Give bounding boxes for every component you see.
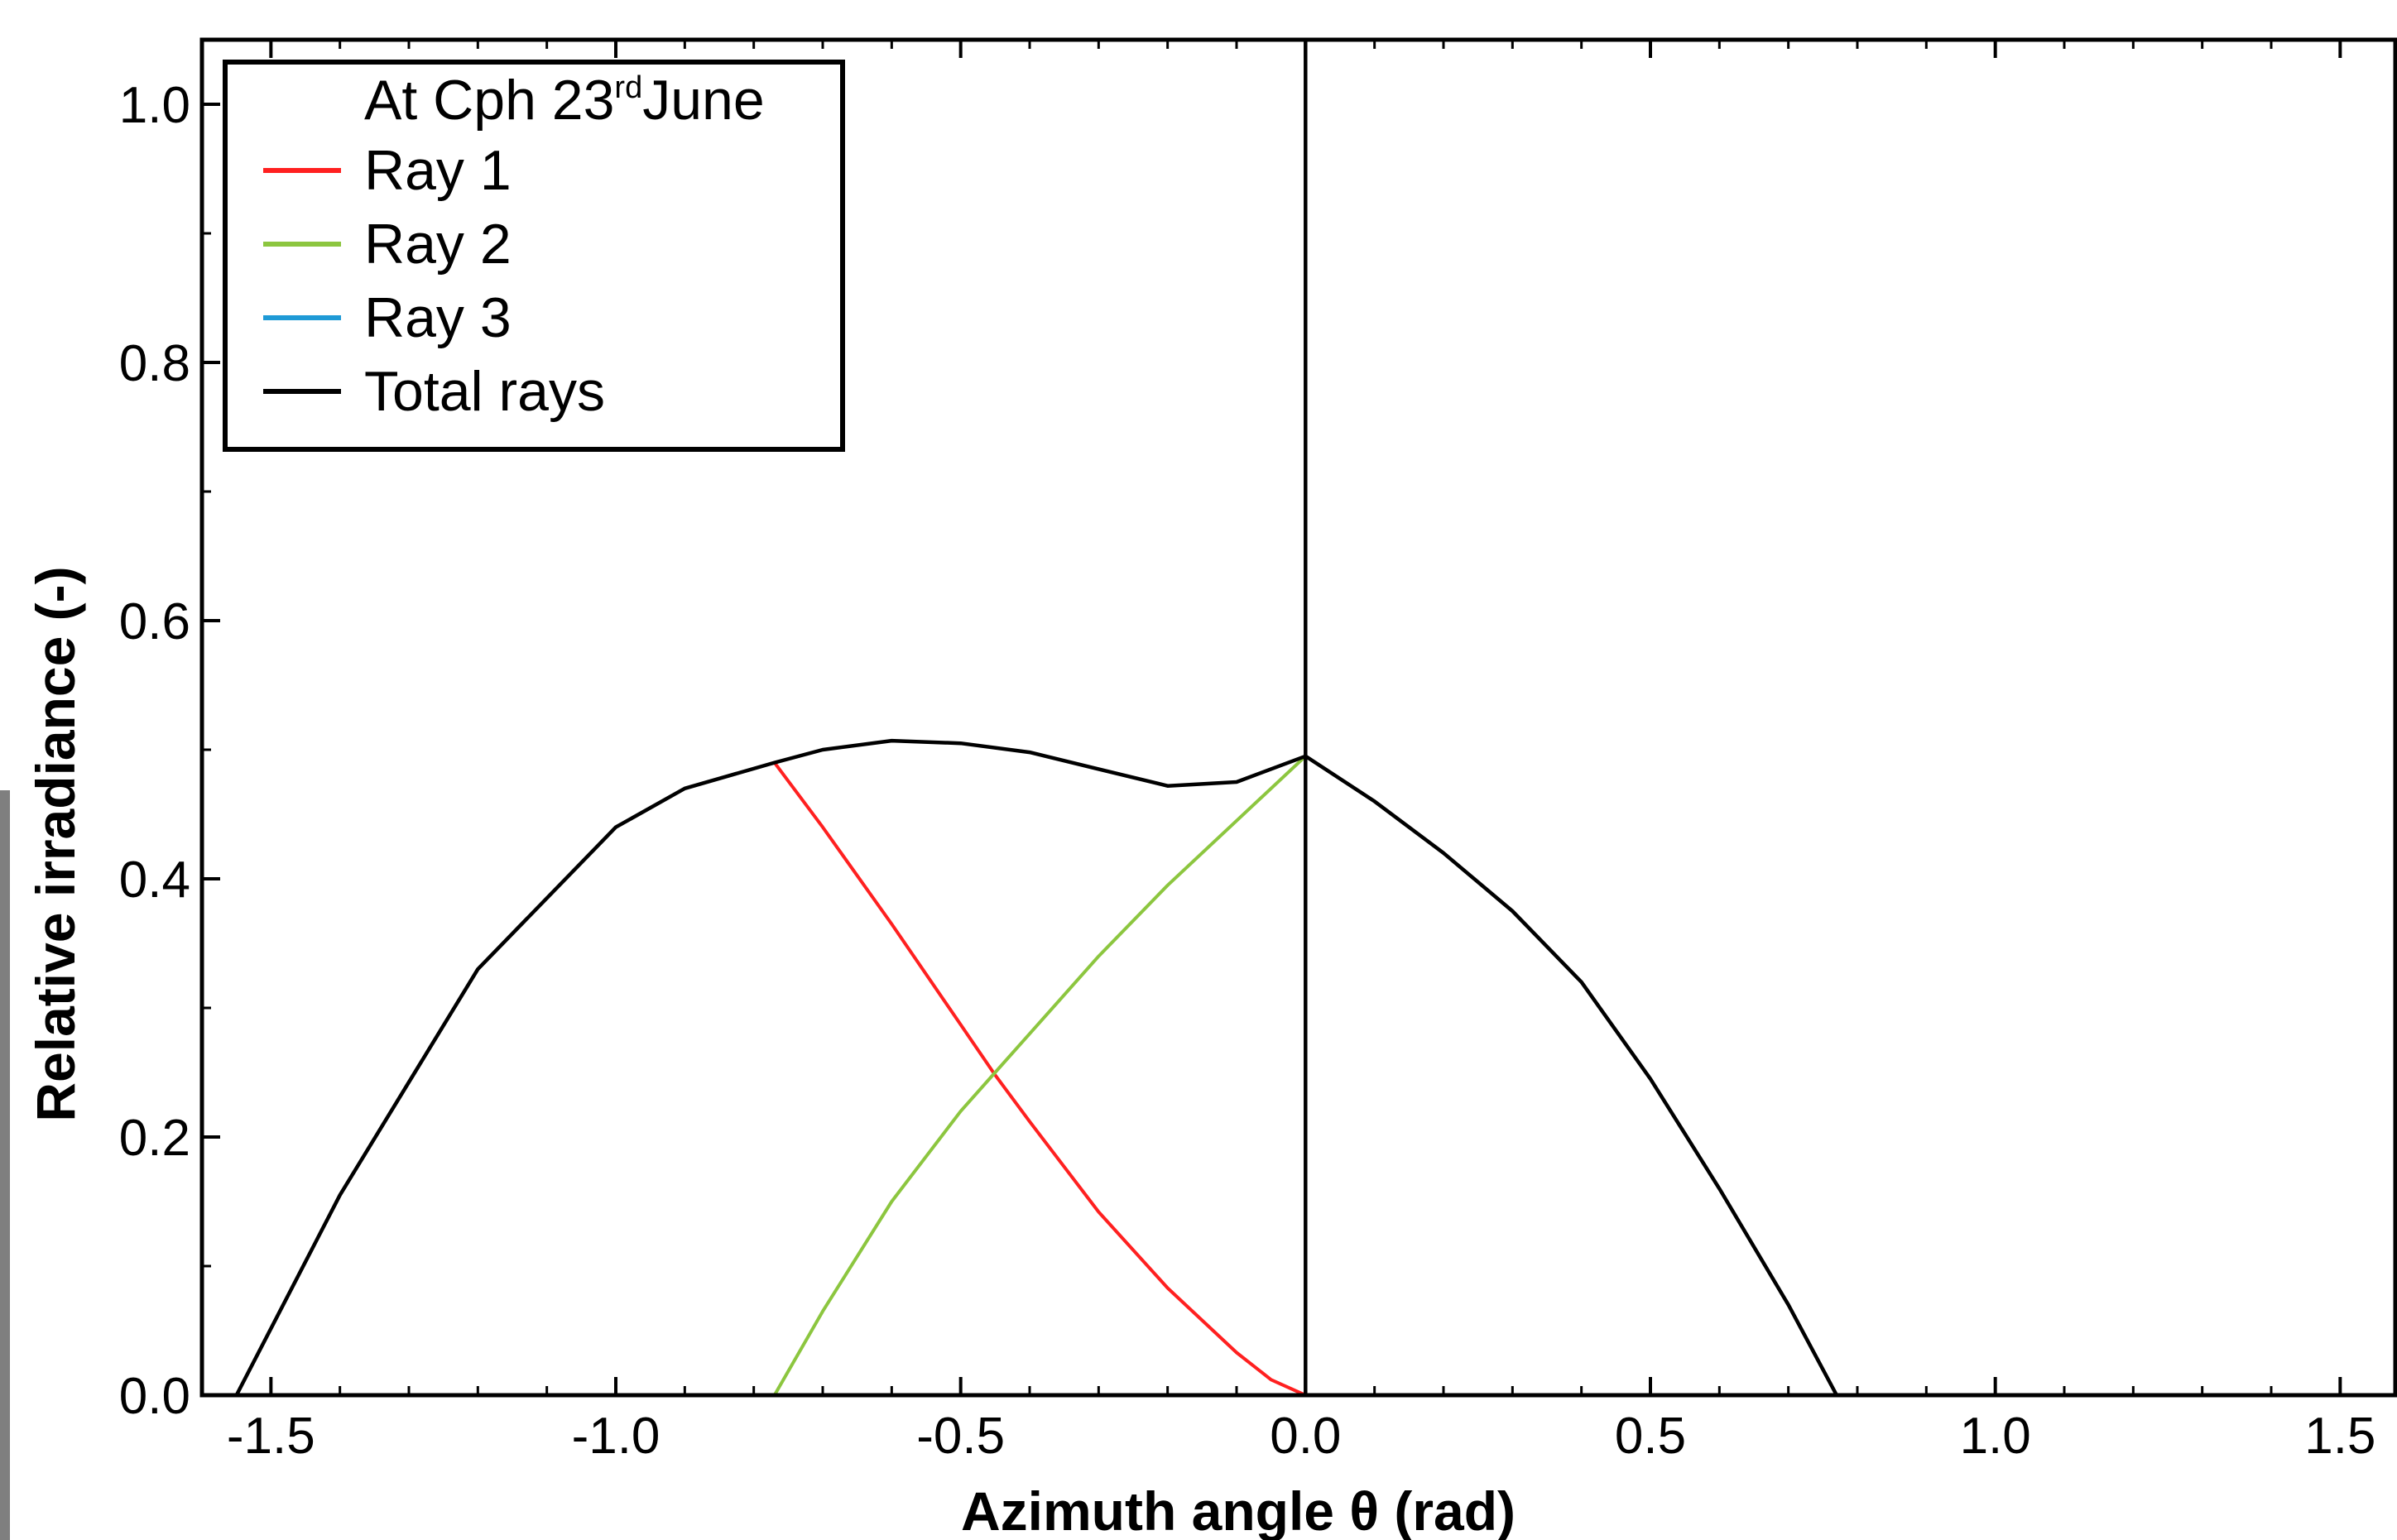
- ticks-layer: [200, 40, 2342, 1397]
- x-tick-label: -0.5: [916, 1408, 1005, 1465]
- x-tick-label: 1.5: [2304, 1408, 2375, 1465]
- y-tick-label: 0.8: [119, 335, 190, 392]
- x-axis-title: Azimuth angle θ (rad): [961, 1480, 1516, 1540]
- series-line-ray-1-0: [773, 761, 1307, 1397]
- legend-title: At Cph 23rdJune: [364, 69, 765, 132]
- plot-frame: [199, 37, 2397, 1398]
- labels-layer: -1.5 -1.0 -0.5 0.0 0.5 1.0 1.5 0.0 0.2 0.4 0.6 0.8 1…: [119, 77, 2376, 1465]
- x-tick-label: 0.0: [1270, 1408, 1341, 1465]
- x-tick-label: -1.0: [572, 1408, 660, 1465]
- legend-label-total-rays: Total rays: [364, 360, 605, 423]
- y-tick-label: 0.0: [119, 1368, 190, 1425]
- legend-items: Ray 1 Ray 2 Ray 3 Total rays: [263, 139, 605, 423]
- left-edge-bar: [0, 790, 10, 1540]
- legend-label-ray-2: Ray 2: [364, 213, 512, 276]
- x-tick-label: 0.5: [1615, 1408, 1686, 1465]
- y-axis-title: Relative irradiance (-): [25, 566, 86, 1121]
- legend-title-sup: rd: [614, 70, 642, 105]
- legend-label-ray-3: Ray 3: [364, 286, 512, 349]
- y-tick-label: 1.0: [119, 77, 190, 134]
- series-line-total-rays-3: [234, 738, 1838, 1397]
- y-tick-label: 0.2: [119, 1110, 190, 1167]
- x-tick-label: 1.0: [1960, 1408, 2031, 1465]
- legend-label-ray-1: Ray 1: [364, 139, 512, 202]
- series-line-ray-2-1: [236, 755, 1307, 1397]
- legend: At Cph 23rdJune Ray 1 Ray 2 Ray 3 Total ray…: [223, 60, 845, 452]
- y-tick-label: 0.4: [119, 852, 190, 909]
- legend-title-main: At Cph 23: [364, 69, 614, 132]
- legend-title-end: June: [642, 69, 764, 132]
- y-tick-label: 0.6: [119, 593, 190, 650]
- legend-box: [223, 60, 845, 452]
- x-tick-label: -1.5: [227, 1408, 315, 1465]
